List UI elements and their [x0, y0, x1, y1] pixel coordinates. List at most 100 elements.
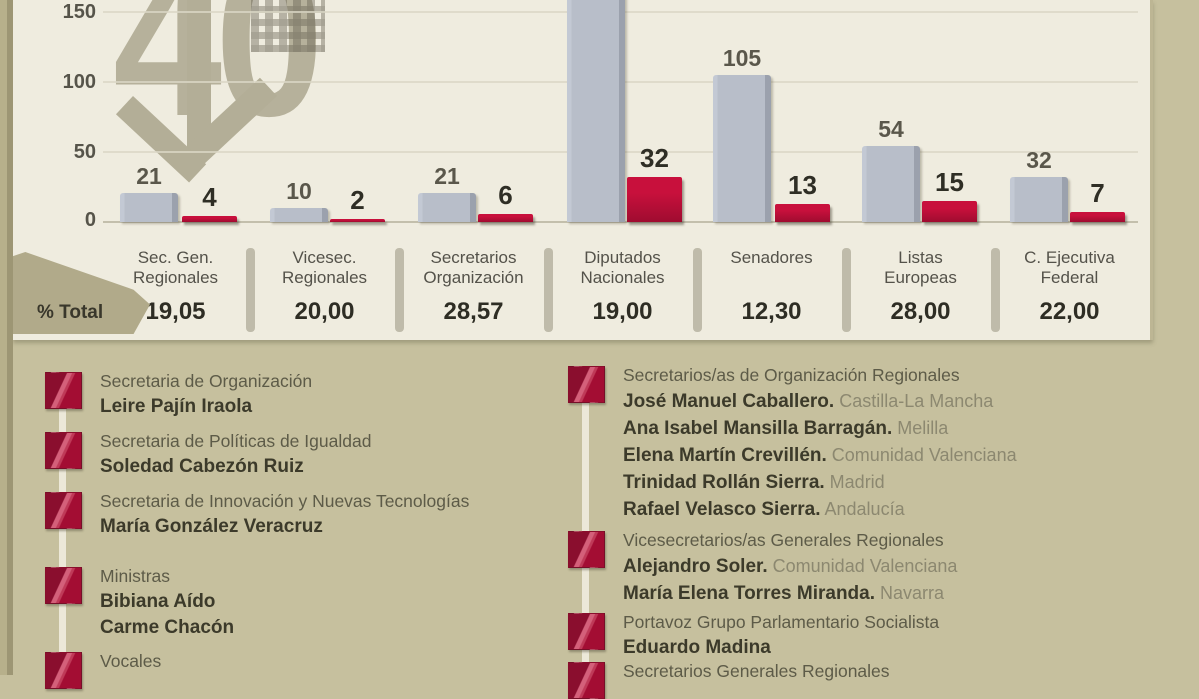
person-name: Leire Pajín Iraola: [100, 396, 253, 417]
women-bar-value: 13: [788, 170, 817, 200]
person-region: Navarra: [875, 583, 945, 603]
person-name: Carme Chacón: [100, 617, 235, 638]
person-name: Soledad Cabezón Ruiz: [100, 456, 304, 477]
role-label: Secretarios/as de Organización Regionale…: [623, 365, 960, 385]
flag-icon: [568, 366, 605, 403]
flag-icon: [568, 662, 605, 699]
category-label: Vicesec. Regionales: [281, 248, 368, 287]
list-connector-line: [582, 374, 589, 675]
women-bar: [922, 201, 977, 222]
list-item-text: Vicesecretarios/as Generales Regionales A…: [623, 527, 1143, 607]
total-bar-value: 105: [722, 45, 762, 71]
women-bar: [627, 177, 682, 222]
total-bar-value: 21: [136, 163, 162, 189]
women-bar: [1070, 212, 1125, 222]
column-divider: [842, 248, 851, 332]
person-name: María Elena Torres Miranda. Navarra: [623, 583, 945, 604]
y-tick-label: 150: [62, 1, 96, 23]
women-bar: [478, 214, 533, 222]
flag-icon: [568, 613, 605, 650]
flag-icon: [45, 492, 82, 529]
person-name: Elena Martín Crevillén. Comunidad Valenc…: [623, 445, 1017, 466]
page-left-border: [0, 0, 13, 675]
column-divider: [544, 248, 553, 332]
pct-total-value: 20,00: [294, 298, 355, 325]
person-name: Bibiana Aído: [100, 591, 216, 612]
column-divider: [395, 248, 404, 332]
women-bar-value: 2: [350, 185, 365, 215]
person-name: María González Veracruz: [100, 516, 323, 537]
category-labels: Sec. Gen. Regionales Vicesec. Regionales Sec…: [101, 248, 1144, 288]
flag-icon: [45, 432, 82, 469]
person-name: Trinidad Rollán Sierra. Madrid: [623, 472, 885, 493]
women-bar-value: 7: [1090, 178, 1105, 208]
pct-total-label: % Total: [37, 302, 104, 323]
list-item-text: Secretarios/as de Organización Regionale…: [623, 362, 1143, 523]
women-bar-value: 4: [202, 182, 217, 212]
pct-total-value: 12,30: [741, 298, 802, 325]
list-item-text: Vocales: [100, 648, 620, 674]
total-bar-value: 10: [286, 178, 312, 204]
total-bar-value: 32: [1026, 147, 1052, 173]
category-label: Diputados Nacionales: [580, 248, 665, 287]
role-label: Vocales: [100, 651, 162, 671]
total-bar: [120, 193, 178, 222]
women-bar: [182, 216, 237, 222]
women-bar: [330, 219, 385, 222]
total-bar: [418, 193, 476, 222]
flag-icon: [45, 652, 82, 689]
person-name: Alejandro Soler. Comunidad Valenciana: [623, 556, 958, 577]
column-divider: [246, 248, 255, 332]
total-bar-value: 54: [878, 116, 904, 142]
chart-panel: 40 150 100 50 0 21 4 10 2 21 6 32 105 13 54 15 32 7 Sec…: [13, 0, 1153, 340]
person-name: Rafael Velasco Sierra. Andalucía: [623, 499, 905, 520]
column-divider: [693, 248, 702, 332]
role-label: Vicesecretarios/as Generales Regionales: [623, 530, 944, 550]
role-label: Portavoz Grupo Parlamentario Socialista: [623, 612, 940, 632]
y-tick-label: 50: [73, 141, 96, 163]
pct-total-value: 28,57: [443, 298, 504, 325]
category-label: C. Ejecutiva Federal: [1024, 248, 1115, 287]
women-bar-value: 15: [935, 167, 964, 197]
role-label: Secretaria de Organización: [100, 371, 313, 391]
x-axis-line: [103, 221, 1138, 223]
flag-icon: [45, 372, 82, 409]
person-region: Comunidad Valenciana: [767, 556, 958, 576]
role-label: Secretaria de Políticas de Igualdad: [100, 431, 372, 451]
role-label: Secretaria de Innovación y Nuevas Tecnol…: [100, 491, 470, 511]
list-item-text: Secretaria de Políticas de Igualdad Soled…: [100, 428, 620, 480]
category-label: Senadores: [730, 248, 813, 267]
flag-icon: [568, 531, 605, 568]
list-item-text: Portavoz Grupo Parlamentario Socialista E…: [623, 609, 1143, 661]
total-bar: [1010, 177, 1068, 222]
total-bar: [567, 0, 625, 222]
person-name: José Manuel Caballero. Castilla-La Manch…: [623, 391, 994, 412]
category-label: Sec. Gen. Regionales: [132, 248, 219, 287]
person-name: Ana Isabel Mansilla Barragán. Melilla: [623, 418, 949, 439]
y-tick-label: 100: [62, 71, 96, 93]
total-bar: [270, 208, 328, 222]
category-label: Listas Europeas: [884, 248, 957, 287]
pct-total-value: 19,05: [145, 298, 206, 325]
total-bar: [713, 75, 771, 222]
person-region: Melilla: [892, 418, 949, 438]
person-region: Comunidad Valenciana: [826, 445, 1017, 465]
total-bar: [862, 146, 920, 222]
pct-total-value: 28,00: [890, 298, 951, 325]
list-item-text: Secretaria de Organización Leire Pajín Ir…: [100, 368, 620, 420]
women-bar-value: 6: [498, 180, 513, 210]
infographic: { "chart_data": { "type": "bar", "title"…: [0, 0, 1153, 699]
column-divider: [991, 248, 1000, 332]
down-arrow-icon: [187, 0, 211, 150]
flag-icon: [45, 567, 82, 604]
person-region: Castilla-La Mancha: [834, 391, 994, 411]
y-tick-label: 0: [84, 209, 96, 231]
pct-total-value: 19,00: [592, 298, 653, 325]
role-label: Ministras: [100, 566, 171, 586]
list-item-text: Secretaria de Innovación y Nuevas Tecnol…: [100, 488, 620, 540]
person-name: Eduardo Madina: [623, 637, 771, 658]
pct-total-value: 22,00: [1039, 298, 1100, 325]
role-label: Secretarios Generales Regionales: [623, 661, 890, 681]
women-bar: [775, 204, 830, 222]
person-region: Andalucía: [820, 499, 905, 519]
